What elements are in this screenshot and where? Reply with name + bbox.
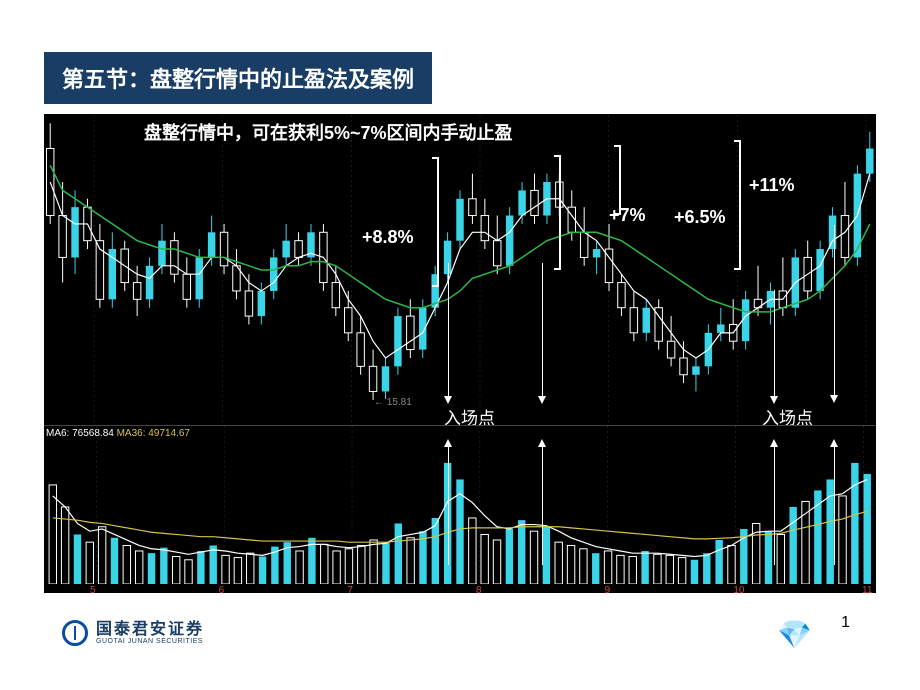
low-price-marker: ← 15.81 <box>374 397 412 408</box>
chart-container: 盘整行情中，可在获利5%~7%区间内手动止盈 +8.8% +7% +6.5% +11%… <box>44 114 876 592</box>
xaxis-tick: 11 <box>862 585 872 596</box>
entry-point-label: 入场点 <box>444 404 495 425</box>
xaxis-tick: 10 <box>733 585 744 596</box>
chart-subtitle: 盘整行情中，可在获利5%~7%区间内手动止盈 <box>144 119 513 145</box>
volume-svg <box>44 426 876 584</box>
xaxis-tick: 8 <box>476 585 482 596</box>
candlestick-svg <box>44 115 876 425</box>
xaxis-tick: 7 <box>347 585 353 596</box>
gain-annotation: +8.8% <box>362 227 414 248</box>
page-number: 1 <box>841 614 850 632</box>
candlestick-pane: 盘整行情中，可在获利5%~7%区间内手动止盈 +8.8% +7% +6.5% +11%… <box>44 115 876 425</box>
brand-name-en: GUOTAI JUNAN SECURITIES <box>96 638 204 645</box>
brand-name-cn: 国泰君安证券 <box>96 622 204 638</box>
range-bracket <box>432 157 439 287</box>
arrow-up-icon <box>542 445 543 565</box>
gain-annotation: +6.5% <box>674 207 726 228</box>
diamond-icon: 💎 <box>777 618 812 651</box>
gain-annotation: +7% <box>609 205 646 226</box>
xaxis-tick: 9 <box>605 585 611 596</box>
arrow-up-icon <box>834 445 835 565</box>
section-title: 第五节：盘整行情中的止盈法及案例 <box>44 52 432 104</box>
xaxis-tick: 6 <box>219 585 225 596</box>
entry-point-label: 入场点 <box>762 404 813 425</box>
arrow-up-icon <box>774 445 775 565</box>
xaxis-pane: 5 6 7 8 9 10 11 <box>44 584 876 593</box>
brand-logo: 国泰君安证券 GUOTAI JUNAN SECURITIES <box>62 620 204 646</box>
gain-annotation: +11% <box>749 175 795 196</box>
range-bracket <box>734 140 741 270</box>
volume-pane: MA6: 76568.84 MA36: 49714.67 <box>44 425 876 584</box>
brand-logo-icon <box>62 620 88 646</box>
volume-ma-label: MA6: 76568.84 MA36: 49714.67 <box>46 428 190 439</box>
arrow-down-icon <box>448 263 449 398</box>
arrow-down-icon <box>834 225 835 397</box>
range-bracket <box>554 155 561 270</box>
arrow-down-icon <box>774 290 775 398</box>
arrow-up-icon <box>448 445 449 565</box>
xaxis-tick: 5 <box>90 585 96 596</box>
arrow-down-icon <box>542 263 543 398</box>
